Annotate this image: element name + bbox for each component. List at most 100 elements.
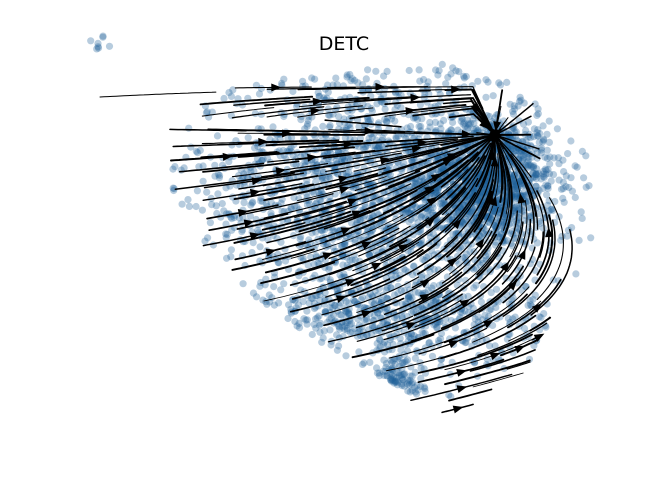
scatter-point xyxy=(553,125,562,133)
scatter-point xyxy=(535,138,543,146)
scatter-point xyxy=(543,130,551,138)
chart-title: DETC xyxy=(319,33,369,55)
scatter-point xyxy=(275,299,283,307)
scatter-point xyxy=(366,116,374,124)
scatter-point xyxy=(432,66,440,74)
scatter-point xyxy=(418,115,426,123)
scatter-point xyxy=(443,254,451,262)
scatter-point xyxy=(195,163,203,171)
scatter-point xyxy=(520,99,528,107)
scatter-point xyxy=(457,117,465,125)
scatter-point xyxy=(507,146,515,154)
scatter-point xyxy=(448,188,456,196)
scatter-point xyxy=(185,124,193,132)
scatter-point xyxy=(540,214,548,222)
scatter-point xyxy=(549,206,557,215)
scatter-point xyxy=(542,170,550,178)
scatter-point xyxy=(464,124,472,132)
scatter-point xyxy=(525,156,533,165)
scatter-point xyxy=(463,116,471,124)
scatter-point xyxy=(99,32,107,40)
scatter-point xyxy=(220,207,228,215)
scatter-point xyxy=(515,97,524,105)
scatter-point xyxy=(526,161,534,169)
scatter-point xyxy=(256,243,264,251)
scatter-point xyxy=(409,271,417,279)
scatter-point xyxy=(465,121,473,129)
scatter-point xyxy=(405,292,413,300)
scatter-point xyxy=(426,118,434,127)
scatter-point xyxy=(225,89,233,97)
scatter-point xyxy=(429,230,438,238)
scatter-point xyxy=(417,273,425,281)
scatter-point xyxy=(529,169,537,177)
scatter-point xyxy=(391,117,399,125)
scatter-point xyxy=(482,93,490,101)
scatter-point xyxy=(465,210,473,218)
scatter-point xyxy=(364,66,372,74)
scatter-point xyxy=(502,144,511,152)
scatter-point xyxy=(448,216,457,224)
scatter-point xyxy=(495,79,503,87)
scatter-point xyxy=(446,222,454,230)
scatter-point xyxy=(525,161,533,169)
scatter-point xyxy=(335,113,343,121)
scatter-point xyxy=(531,100,539,108)
scatter-point xyxy=(509,110,518,118)
scatter-point xyxy=(240,199,248,207)
scatter-point xyxy=(516,93,524,101)
scatter-point xyxy=(468,207,476,215)
scatter-point xyxy=(527,214,535,222)
scatter-point xyxy=(513,190,521,198)
scatter-point xyxy=(403,380,411,388)
scatter-point xyxy=(575,236,583,244)
scatter-point xyxy=(379,134,387,142)
scatter-point xyxy=(533,132,542,140)
scatter-point xyxy=(410,262,418,270)
scatter-point xyxy=(340,241,348,249)
scatter-point xyxy=(244,134,252,142)
scatter-point xyxy=(364,152,372,160)
scatter-point xyxy=(467,240,476,248)
scatter-point xyxy=(394,132,402,140)
scatter-point xyxy=(522,137,530,145)
scatter-point xyxy=(455,209,463,217)
scatter-point xyxy=(384,222,392,230)
scatter-point xyxy=(410,114,418,122)
scatter-point xyxy=(405,66,413,75)
scatter-point xyxy=(496,81,505,89)
scatter-point xyxy=(346,329,355,337)
scatter-point xyxy=(315,92,323,100)
scatter-point xyxy=(400,358,409,366)
scatter-point xyxy=(427,206,435,214)
scatter-point xyxy=(247,201,255,209)
scatter-point xyxy=(514,102,522,110)
scatter-point xyxy=(537,175,545,183)
scatter-point xyxy=(424,207,432,215)
scatter-point xyxy=(471,184,480,192)
scatter-point xyxy=(562,172,570,180)
scatter-point xyxy=(287,204,295,212)
scatter-point xyxy=(269,123,277,131)
scatter-point xyxy=(293,322,301,330)
scatter-point xyxy=(417,239,425,247)
scatter-point xyxy=(317,188,325,196)
scatter-point xyxy=(340,115,348,123)
scatter-point xyxy=(321,256,329,264)
scatter-point xyxy=(526,297,534,305)
scatter-point xyxy=(177,166,185,174)
scatter-point xyxy=(585,182,593,190)
scatter-point xyxy=(426,268,434,276)
scatter-point xyxy=(425,338,433,347)
scatter-point xyxy=(316,297,324,305)
scatter-point xyxy=(563,232,571,240)
scatter-point xyxy=(212,202,220,210)
scatter-point xyxy=(346,321,354,329)
scatter-point xyxy=(489,92,497,100)
scatter-point xyxy=(362,230,370,239)
scatter-point xyxy=(530,164,538,172)
scatter-point xyxy=(559,185,567,193)
scatter-point xyxy=(392,272,400,280)
scatter-point xyxy=(420,76,428,84)
scatter-point xyxy=(251,144,259,152)
